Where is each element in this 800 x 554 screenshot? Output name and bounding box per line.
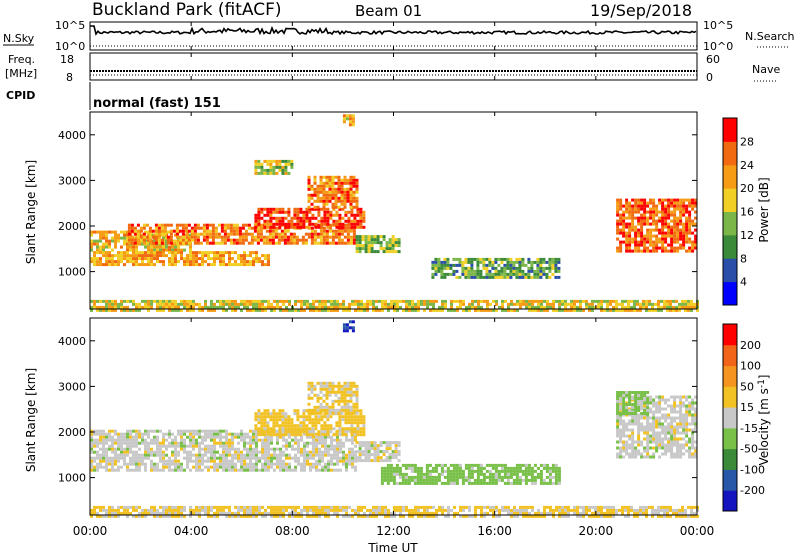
- x-axis: 00:00 04:00 08:00 12:00 16:00 20:00 00:00: [73, 22, 715, 538]
- colorbar-tick-label: 16: [740, 206, 754, 219]
- colorbar-swatch: [723, 490, 737, 512]
- heatmap-region: [616, 198, 698, 253]
- colorbar-swatch: [723, 188, 737, 212]
- velocity-ylabel: Slant Range [km]: [24, 368, 38, 472]
- x-axis-label: Time UT: [367, 541, 418, 554]
- cpid-text: normal (fast) 151: [93, 96, 221, 111]
- nave-tick-bottom: 0: [706, 71, 713, 84]
- colorbar-swatch: [723, 365, 737, 387]
- colorbar-tick-label: -15: [740, 422, 758, 435]
- beam-title: Beam 01: [355, 2, 422, 20]
- x-tick-label: 16:00: [477, 524, 512, 538]
- heatmap-region: [355, 441, 401, 463]
- y-tick-label: 1000: [58, 266, 86, 279]
- colorbar-swatch: [723, 469, 737, 491]
- colorbar-tick-label: 15: [740, 401, 754, 414]
- colorbar-swatch: [723, 407, 737, 429]
- heatmap-region: [254, 159, 294, 175]
- x-tick-label: 04:00: [174, 524, 209, 538]
- y-tick-label: 3000: [58, 174, 86, 187]
- freq-tick-bottom: 8: [66, 71, 73, 84]
- colorbar-swatch: [723, 281, 737, 306]
- y-tick-label: 4000: [58, 335, 86, 348]
- heatmap-region: [254, 207, 366, 229]
- freq-panel: Freq. [MHz] 18 8 60 0 Nave: [5, 52, 780, 84]
- heatmap-region: [90, 429, 357, 472]
- nsearch-label: N.Search: [745, 30, 795, 43]
- nsky-tick-bottom: 10^0: [55, 40, 85, 53]
- cpid-panel: CPID normal (fast) 151: [6, 82, 221, 111]
- heatmap-region: [307, 175, 359, 209]
- colorbar-tick-label: 28: [740, 135, 754, 148]
- colorbar-tick-label: 4: [740, 276, 747, 289]
- x-tick-label: 20:00: [579, 524, 614, 538]
- colorbar-swatch: [723, 448, 737, 470]
- x-tick-label: 12:00: [376, 524, 411, 538]
- nsky-trace: [90, 25, 697, 36]
- colorbar-swatch: [723, 386, 737, 408]
- y-tick-label: 2000: [58, 426, 86, 439]
- colorbar-swatch: [723, 344, 737, 367]
- date-title: 19/Sep/2018: [590, 1, 692, 20]
- freq-label-2: [MHz]: [5, 67, 37, 80]
- y-tick-label: 4000: [58, 129, 86, 142]
- y-tick-label: 1000: [58, 472, 86, 485]
- colorbar-swatch: [723, 164, 737, 189]
- power-colorbar-label: Power [dB]: [757, 177, 771, 242]
- nave-tick-top: 60: [706, 53, 720, 66]
- heatmap-region: [90, 251, 270, 267]
- colorbar-tick-label: 50: [740, 380, 754, 393]
- colorbar-swatch: [723, 211, 737, 236]
- colorbar-swatch: [723, 118, 737, 142]
- colorbar-tick-label: 12: [740, 229, 754, 242]
- heatmap-region: [254, 409, 366, 437]
- nsky-label: N.Sky: [3, 32, 35, 45]
- colorbar-frame: [722, 323, 738, 512]
- power-panel: 1000 2000 3000 4000 Slant Range [km]: [24, 111, 699, 312]
- velocity-panel: 1000 2000 3000 4000 Slant Range [km]: [24, 317, 699, 518]
- y-tick-label: 3000: [58, 380, 86, 393]
- velocity-colorbar-label: Velocity [m s-1]: [757, 375, 771, 466]
- heatmap-region: [342, 114, 355, 127]
- colorbar-swatch: [723, 141, 737, 166]
- colorbar-tick-label: -50: [740, 443, 758, 456]
- x-tick-label: 00:00: [680, 524, 715, 538]
- colorbar-tick-label: 200: [740, 339, 761, 352]
- cpid-label: CPID: [6, 89, 35, 102]
- colorbar-tick-label: 24: [740, 159, 754, 172]
- freq-label-1: Freq.: [8, 53, 35, 66]
- freq-tick-top: 18: [60, 53, 74, 66]
- heatmap-region: [431, 257, 561, 279]
- power-colorbar: 28 24 20 16 12 8 4: [722, 117, 754, 306]
- x-tick-label: 08:00: [275, 524, 310, 538]
- velocity-colorbar: 200 100 50 15 -15 -50 -100 -200: [722, 323, 765, 512]
- x-tick-label: 00:00: [73, 524, 108, 538]
- nsearch-tick-bottom: 10^0: [703, 40, 733, 53]
- colorbar-swatch: [723, 258, 737, 283]
- heatmap-region: [380, 463, 561, 485]
- nsky-panel: N.Sky 10^5 10^0 10^5 10^0 N.Search: [3, 19, 795, 53]
- colorbar-tick-label: -100: [740, 463, 765, 476]
- nsearch-tick-top: 10^5: [703, 19, 733, 32]
- colorbar-swatch: [723, 324, 737, 346]
- heatmap-region: [307, 381, 359, 415]
- colorbar-tick-label: 100: [740, 360, 761, 373]
- nave-label: Nave: [752, 63, 780, 76]
- heatmap-region: [90, 299, 699, 312]
- colorbar-swatch: [723, 427, 737, 450]
- colorbar-tick-label: 8: [740, 252, 747, 265]
- colorbar-swatch: [723, 234, 737, 259]
- colorbar-frame: [722, 117, 738, 306]
- nsky-tick-top: 10^5: [55, 19, 85, 32]
- heatmap-region: [342, 320, 355, 333]
- colorbar-tick-label: 20: [740, 182, 754, 195]
- station-title: Buckland Park (fitACF): [92, 0, 282, 20]
- heatmap-region: [355, 235, 401, 254]
- heatmap-region: [616, 391, 650, 415]
- power-ylabel: Slant Range [km]: [24, 160, 38, 264]
- y-tick-label: 2000: [58, 220, 86, 233]
- heatmap-region: [90, 505, 699, 518]
- colorbar-tick-label: -200: [740, 484, 765, 497]
